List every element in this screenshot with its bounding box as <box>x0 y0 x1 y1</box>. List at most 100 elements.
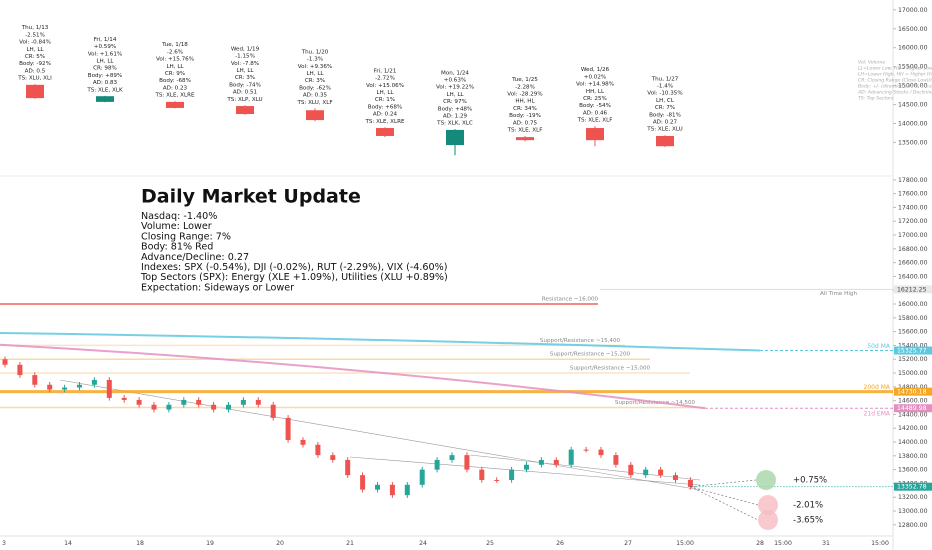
x-tick-label: 19 <box>206 540 214 547</box>
projection-label: -2.01% <box>793 501 823 511</box>
x-tick-label: 18 <box>136 540 144 547</box>
trendline <box>349 456 701 486</box>
note-line: Nasdaq: -1.40% <box>141 211 217 222</box>
y-tick-label: 16400.00 <box>898 273 928 280</box>
ma-name: 200d MA <box>864 384 891 391</box>
note-line: Closing Range: 7% <box>141 231 231 242</box>
projection-target <box>758 495 778 515</box>
day-annotation: LH, LL <box>306 71 324 77</box>
price-box <box>894 404 932 413</box>
y-tick-label: 16800.00 <box>898 246 928 253</box>
x-tick-label: 27 <box>624 540 632 547</box>
day-annotation: AD: 0.27 <box>653 120 678 126</box>
last-price: 13352.78 <box>897 484 927 491</box>
day-annotation: Vol: +1.61% <box>88 51 123 57</box>
y-tick-label: 15800.00 <box>898 315 928 322</box>
projection-label: +0.75% <box>793 476 827 486</box>
candle-body <box>2 359 8 365</box>
candle-body <box>613 455 619 465</box>
candle-body <box>77 384 82 388</box>
candle-body <box>32 375 38 385</box>
x-tick-label: 14 <box>64 540 72 547</box>
day-annotation: TS: XLE, XLRE <box>154 93 195 99</box>
projection-target <box>756 470 776 490</box>
candle-body <box>240 399 246 405</box>
candle-body <box>47 384 53 390</box>
candle-body <box>300 439 306 445</box>
y-tick-label: 15400.00 <box>898 342 928 349</box>
day-annotation: Body: +68% <box>368 104 403 110</box>
candle-body <box>375 484 380 490</box>
note-line: Advance/Decline: 0.27 <box>141 252 249 263</box>
day-annotation: TS: XLU, XLI <box>17 76 52 82</box>
ath-label: All Time High <box>820 291 857 297</box>
x-tick-label: 24 <box>419 540 427 547</box>
day-annotation: LH, LL <box>166 64 184 70</box>
day-annotation: Vol: +14.98% <box>576 82 614 88</box>
ma-value: 14730.18 <box>897 389 927 396</box>
y-tick-label: 14000.00 <box>898 120 928 127</box>
candle-body <box>598 449 604 456</box>
x-tick-label: 20 <box>276 540 284 547</box>
level-label: Support/Resistance ~15,400 <box>540 338 621 344</box>
level-label: Resistance ~16,000 <box>542 297 599 303</box>
ma-value: 14489.98 <box>897 405 927 412</box>
day-annotation: Vol: -7.8% <box>231 61 259 67</box>
day-annotation: +0.02% <box>584 74 606 80</box>
x-tick-label: 25 <box>486 540 494 547</box>
day-annotation: CR: 3% <box>305 78 325 84</box>
candle-body <box>628 464 634 476</box>
candle-body <box>509 469 515 480</box>
y-tick-label: 15000.00 <box>898 83 928 90</box>
trendline <box>59 379 701 491</box>
day-annotation: Vol: +15.06% <box>366 83 404 89</box>
y-tick-label: 14200.00 <box>898 425 928 432</box>
day-annotation: -1.4% <box>657 84 673 90</box>
key-text: Vol: Volume <box>858 60 885 66</box>
candle-body <box>656 135 674 147</box>
day-annotation: -1.15% <box>235 54 255 60</box>
y-tick-label: 14000.00 <box>898 439 928 446</box>
y-tick-label: 13500.00 <box>898 139 928 146</box>
day-annotation: AD: 0.23 <box>163 85 188 91</box>
candle-body <box>151 404 157 410</box>
x-tick-label: 3 <box>2 540 6 547</box>
day-annotation: Body: -62% <box>299 85 331 91</box>
day-annotation: Vol: -28.29% <box>507 91 542 97</box>
day-annotation: Body: -19% <box>509 113 541 119</box>
candle-body <box>196 399 202 405</box>
y-tick-label: 16000.00 <box>898 301 928 308</box>
ma-value: 15325.77 <box>897 348 927 355</box>
note-line: Volume: Lower <box>141 221 212 232</box>
day-label: Thu, 1/13 <box>21 25 49 31</box>
candle-body <box>464 455 470 470</box>
y-tick-label: 12800.00 <box>898 522 928 529</box>
day-annotation: Vol: +19.22% <box>436 85 474 91</box>
level-label: Support/Resistance ~15,200 <box>550 352 631 358</box>
day-annotation: Vol: +9.36% <box>298 64 333 70</box>
x-tick-label: 15:00 <box>774 540 792 547</box>
key-text: AD: Advancing Stocks / Declining Stocks <box>857 90 932 96</box>
ma-line <box>0 343 706 410</box>
day-annotation: Body: +89% <box>88 73 123 79</box>
candle-body <box>345 459 351 476</box>
note-line: Body: 81% Red <box>141 242 213 253</box>
key-text: CR: Closing Range (Close-Low)/(High-Low) <box>858 78 932 84</box>
candle-body <box>524 464 529 470</box>
day-annotation: Body: +48% <box>438 106 473 112</box>
candle-body <box>583 449 589 451</box>
candle-body <box>181 399 187 405</box>
y-tick-label: 16000.00 <box>898 45 928 52</box>
day-annotation: CR: 34% <box>513 106 537 112</box>
projection-target <box>758 510 778 530</box>
y-tick-label: 17000.00 <box>898 232 928 239</box>
y-tick-label: 13000.00 <box>898 508 928 515</box>
candle-body <box>121 397 127 400</box>
day-annotation: AD: 0.75 <box>513 120 538 126</box>
key-text: LL=Lower Low, HL = Higher Low <box>858 66 932 72</box>
candle-body <box>376 128 394 136</box>
day-annotation: LH, CL <box>656 98 675 104</box>
day-annotation: +0.63% <box>444 77 466 83</box>
day-annotation: CR: 5% <box>25 54 45 60</box>
day-annotation: LH, LL <box>96 59 114 65</box>
